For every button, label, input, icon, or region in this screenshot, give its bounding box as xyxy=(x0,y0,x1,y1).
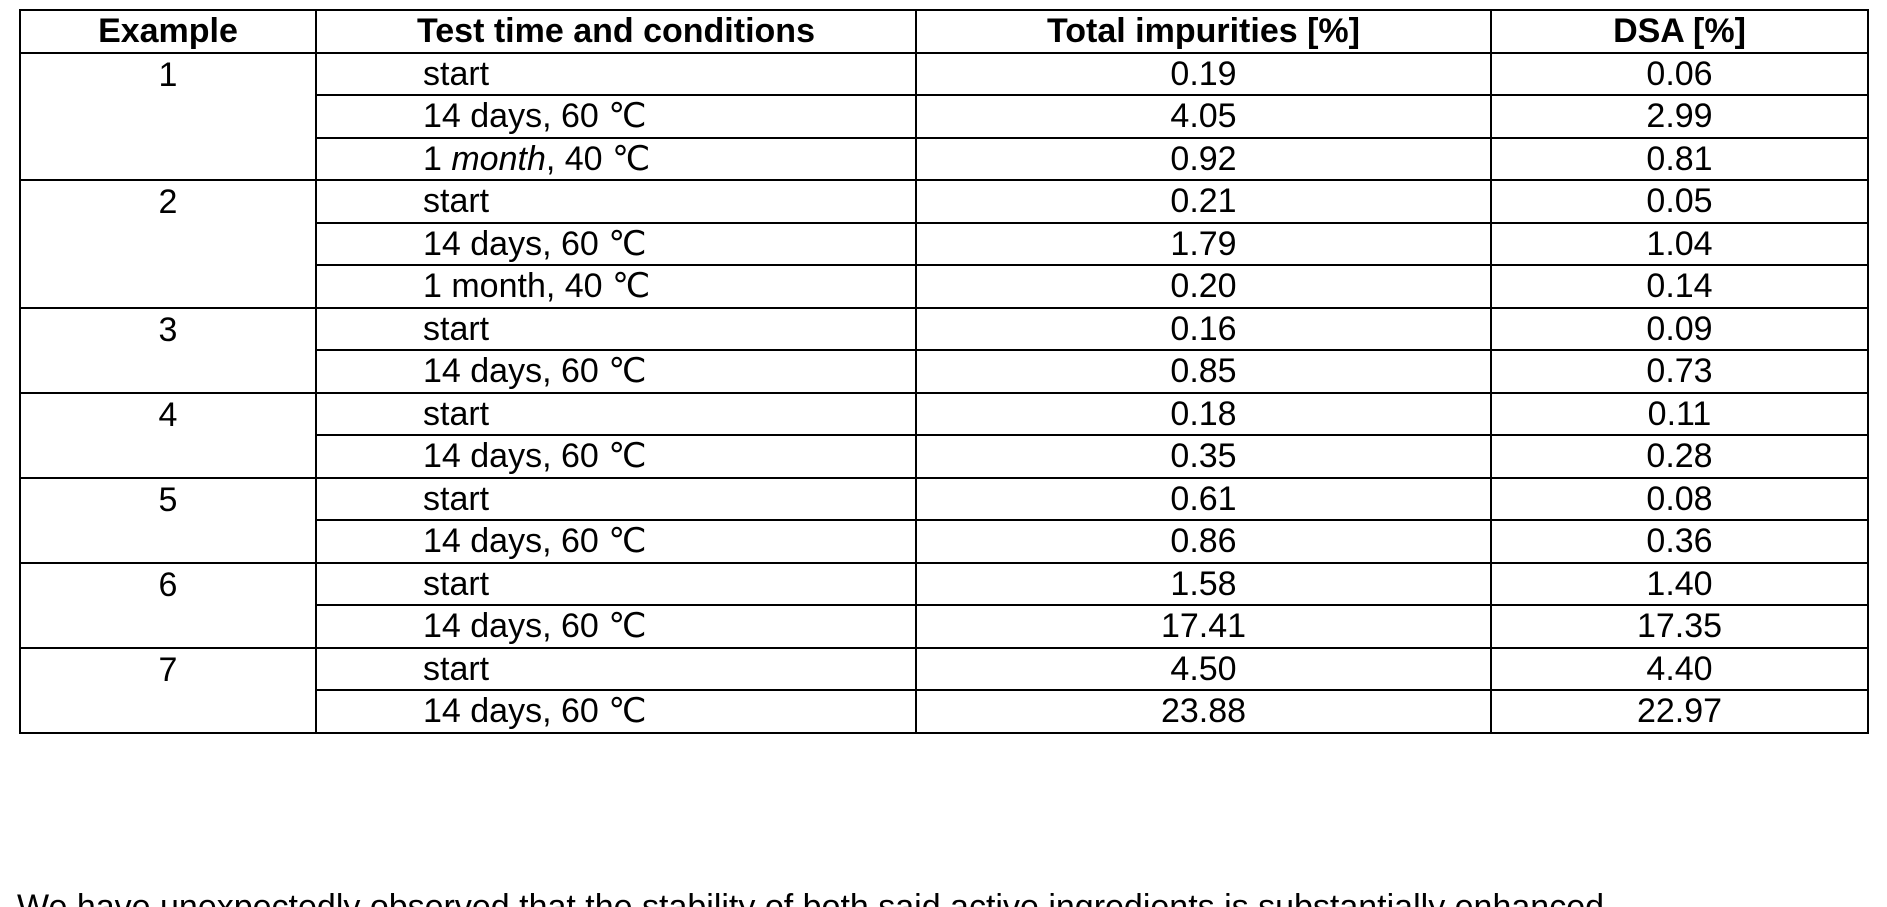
table-row: 2start0.210.05 xyxy=(20,180,1868,223)
trailing-text-span: We have unexpectedly observed that the s… xyxy=(17,890,1604,907)
table-body: 1start0.190.0614 days, 60 ℃4.052.991 mon… xyxy=(20,53,1868,733)
example-cell: 6 xyxy=(20,563,316,606)
total-impurities-cell: 0.92 xyxy=(916,138,1491,181)
dsa-cell: 0.36 xyxy=(1491,520,1868,563)
total-impurities-cell: 1.58 xyxy=(916,563,1491,606)
example-cell xyxy=(20,520,316,563)
condition-cell: 14 days, 60 ℃ xyxy=(316,520,916,563)
total-impurities-cell: 0.21 xyxy=(916,180,1491,223)
dsa-cell: 4.40 xyxy=(1491,648,1868,691)
impurities-table: Example Test time and conditions Total i… xyxy=(19,9,1869,734)
table-row: 1start0.190.06 xyxy=(20,53,1868,96)
dsa-cell: 0.28 xyxy=(1491,435,1868,478)
condition-cell: start xyxy=(316,180,916,223)
header-total-impurities: Total impurities [%] xyxy=(916,10,1491,53)
dsa-cell: 22.97 xyxy=(1491,690,1868,733)
table-row: 14 days, 60 ℃0.350.28 xyxy=(20,435,1868,478)
table-row: 4start0.180.11 xyxy=(20,393,1868,436)
trailing-paragraph-text: We have unexpectedly observed that the s… xyxy=(17,878,1867,907)
table-row: 14 days, 60 ℃17.4117.35 xyxy=(20,605,1868,648)
total-impurities-cell: 0.16 xyxy=(916,308,1491,351)
dsa-cell: 0.81 xyxy=(1491,138,1868,181)
condition-cell: start xyxy=(316,563,916,606)
condition-cell: start xyxy=(316,53,916,96)
example-cell xyxy=(20,690,316,733)
header-test-conditions: Test time and conditions xyxy=(316,10,916,53)
dsa-cell: 1.04 xyxy=(1491,223,1868,266)
table-row: 14 days, 60 ℃23.8822.97 xyxy=(20,690,1868,733)
condition-cell: 1 month, 40 ℃ xyxy=(316,138,916,181)
total-impurities-cell: 0.20 xyxy=(916,265,1491,308)
condition-cell: start xyxy=(316,393,916,436)
condition-cell: 14 days, 60 ℃ xyxy=(316,223,916,266)
header-dsa: DSA [%] xyxy=(1491,10,1868,53)
total-impurities-cell: 0.86 xyxy=(916,520,1491,563)
total-impurities-cell: 0.85 xyxy=(916,350,1491,393)
condition-cell: start xyxy=(316,308,916,351)
total-impurities-cell: 4.50 xyxy=(916,648,1491,691)
dsa-cell: 0.09 xyxy=(1491,308,1868,351)
dsa-cell: 17.35 xyxy=(1491,605,1868,648)
example-cell: 2 xyxy=(20,180,316,223)
total-impurities-cell: 1.79 xyxy=(916,223,1491,266)
condition-cell: 1 month, 40 ℃ xyxy=(316,265,916,308)
example-cell xyxy=(20,265,316,308)
condition-cell: start xyxy=(316,478,916,521)
dsa-cell: 0.73 xyxy=(1491,350,1868,393)
example-cell xyxy=(20,435,316,478)
example-cell: 1 xyxy=(20,53,316,96)
example-cell xyxy=(20,605,316,648)
example-cell xyxy=(20,350,316,393)
example-cell xyxy=(20,223,316,266)
total-impurities-cell: 0.18 xyxy=(916,393,1491,436)
table-header-row: Example Test time and conditions Total i… xyxy=(20,10,1868,53)
example-cell: 4 xyxy=(20,393,316,436)
dsa-cell: 0.08 xyxy=(1491,478,1868,521)
table-row: 14 days, 60 ℃0.860.36 xyxy=(20,520,1868,563)
total-impurities-cell: 0.35 xyxy=(916,435,1491,478)
condition-cell: start xyxy=(316,648,916,691)
dsa-cell: 0.11 xyxy=(1491,393,1868,436)
condition-cell: 14 days, 60 ℃ xyxy=(316,605,916,648)
table-row: 5start0.610.08 xyxy=(20,478,1868,521)
example-cell: 5 xyxy=(20,478,316,521)
example-cell xyxy=(20,138,316,181)
condition-cell: 14 days, 60 ℃ xyxy=(316,350,916,393)
table-row: 6start1.581.40 xyxy=(20,563,1868,606)
table-row: 3start0.160.09 xyxy=(20,308,1868,351)
header-example: Example xyxy=(20,10,316,53)
table-row: 1 month, 40 ℃0.200.14 xyxy=(20,265,1868,308)
table-row: 14 days, 60 ℃4.052.99 xyxy=(20,95,1868,138)
table-row: 14 days, 60 ℃0.850.73 xyxy=(20,350,1868,393)
example-cell: 7 xyxy=(20,648,316,691)
example-cell xyxy=(20,95,316,138)
table-row: 1 month, 40 ℃0.920.81 xyxy=(20,138,1868,181)
total-impurities-cell: 23.88 xyxy=(916,690,1491,733)
dsa-cell: 0.14 xyxy=(1491,265,1868,308)
condition-cell: 14 days, 60 ℃ xyxy=(316,690,916,733)
dsa-cell: 0.06 xyxy=(1491,53,1868,96)
condition-cell: 14 days, 60 ℃ xyxy=(316,435,916,478)
italic-word: month xyxy=(451,140,546,178)
table-row: 7start4.504.40 xyxy=(20,648,1868,691)
dsa-cell: 1.40 xyxy=(1491,563,1868,606)
condition-cell: 14 days, 60 ℃ xyxy=(316,95,916,138)
total-impurities-cell: 0.61 xyxy=(916,478,1491,521)
table-row: 14 days, 60 ℃1.791.04 xyxy=(20,223,1868,266)
dsa-cell: 2.99 xyxy=(1491,95,1868,138)
example-cell: 3 xyxy=(20,308,316,351)
total-impurities-cell: 17.41 xyxy=(916,605,1491,648)
total-impurities-cell: 4.05 xyxy=(916,95,1491,138)
dsa-cell: 0.05 xyxy=(1491,180,1868,223)
total-impurities-cell: 0.19 xyxy=(916,53,1491,96)
